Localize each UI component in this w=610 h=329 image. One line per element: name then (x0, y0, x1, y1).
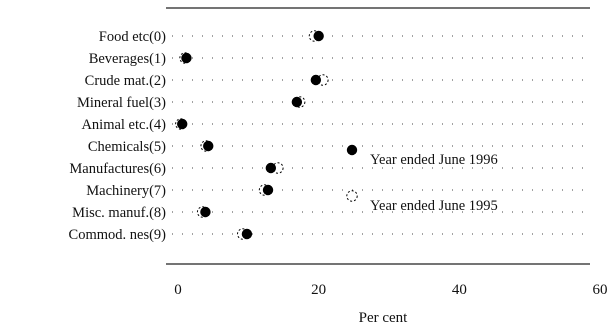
category-label: Commod. nes(9) (69, 227, 167, 243)
category-label: Crude mat.(2) (85, 73, 167, 89)
category-label: Chemicals(5) (88, 139, 166, 155)
legend-marker-1996 (346, 144, 358, 156)
x-axis-ticks: 0 20 40 60 (174, 282, 607, 298)
legend-label: Year ended June 1995 (370, 198, 498, 214)
point-1996 (313, 30, 324, 42)
category-label: Food etc(0) (99, 29, 166, 45)
x-tick-label: 40 (452, 282, 467, 298)
x-tick-label: 20 (311, 282, 326, 298)
point-1996 (291, 96, 303, 108)
point-1996 (265, 162, 277, 174)
category-label: Machinery(7) (86, 183, 166, 199)
category-label: Manufactures(6) (69, 161, 166, 177)
category-label: Beverages(1) (89, 51, 166, 67)
x-axis-label: Per cent (359, 310, 409, 326)
x-tick-label: 60 (593, 282, 608, 298)
x-tick-label: 0 (174, 282, 182, 298)
category-labels: Food etc(0) Beverages(1) Crude mat.(2) Mine… (69, 29, 167, 243)
point-1996 (177, 118, 188, 130)
point-1996 (203, 140, 214, 152)
point-1996 (181, 52, 192, 64)
category-label: Animal etc.(4) (81, 117, 166, 133)
point-1996 (310, 74, 322, 86)
point-1996 (200, 206, 211, 218)
category-label: Misc. manuf.(8) (72, 205, 166, 221)
point-1996 (241, 228, 253, 240)
legend: Year ended June 1996 Year ended June 1995 (346, 144, 498, 214)
legend-label: Year ended June 1996 (370, 152, 498, 168)
point-1996 (262, 184, 274, 196)
data-points (175, 30, 329, 240)
legend-marker-1995 (346, 190, 358, 202)
category-label: Mineral fuel(3) (77, 95, 166, 111)
